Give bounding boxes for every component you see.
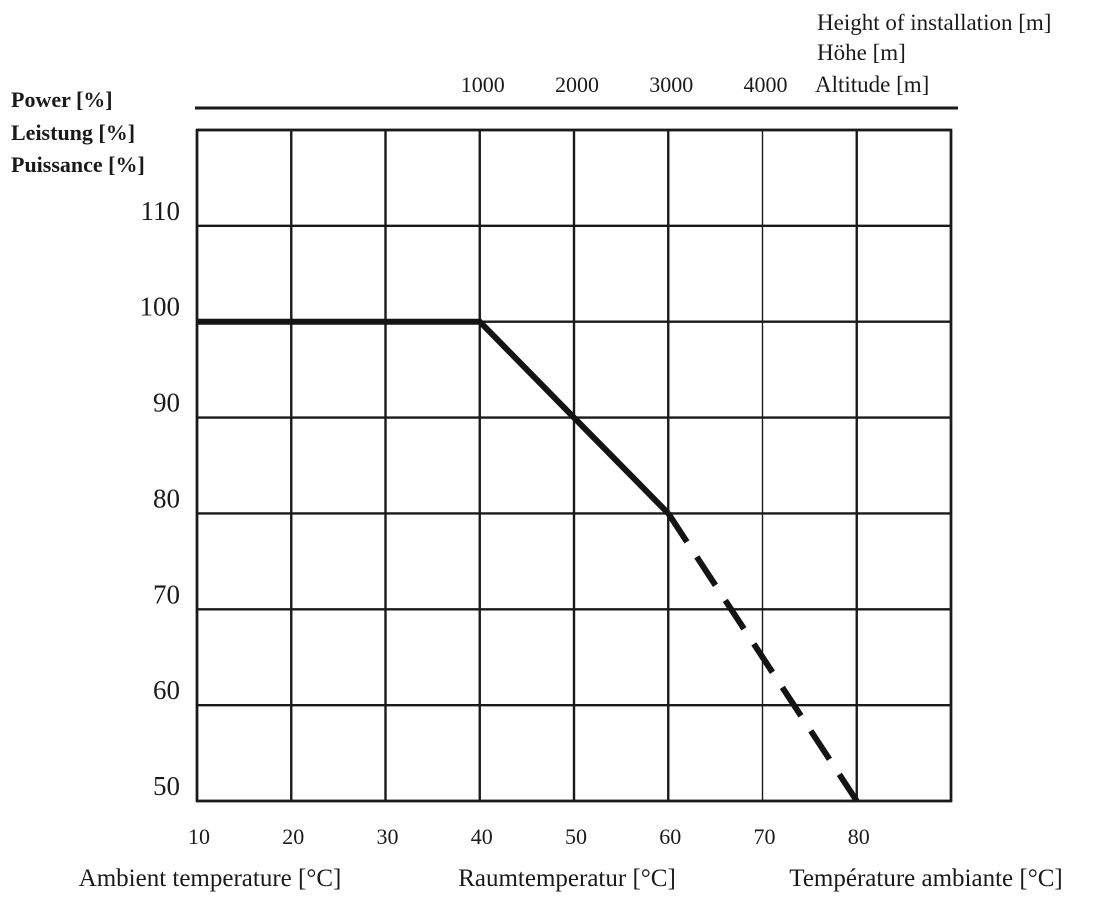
labels: 50 60 70 80 90 100 110 10 20 30 40 50 60 70 80 1000 2000…: [11, 10, 1063, 892]
altitude-tick-label: 3000: [649, 72, 693, 97]
y-tick-label: 100: [140, 292, 181, 322]
x-tick-label: 20: [282, 824, 304, 849]
x-axis-title: Température ambiante [°C]: [789, 865, 1062, 892]
x-tick-label: 60: [659, 824, 681, 849]
y-axis-title: Leistung [%]: [11, 120, 135, 145]
altitude-tick-label: 1000: [461, 72, 505, 97]
x-tick-label: 70: [754, 824, 776, 849]
y-tick-label: 90: [153, 388, 180, 418]
altitude-tick-label: 2000: [555, 72, 599, 97]
x-tick-label: 40: [471, 824, 493, 849]
x-tick-label: 30: [377, 824, 399, 849]
x-tick-label: 50: [565, 824, 587, 849]
y-tick-label: 110: [141, 196, 181, 226]
altitude-axis-title: Height of installation [m]: [817, 10, 1051, 35]
altitude-tick-label: 4000: [744, 72, 788, 97]
x-tick-label: 10: [188, 824, 210, 849]
plot-frame: [195, 128, 953, 803]
y-axis-title: Power [%]: [11, 87, 113, 112]
y-tick-label: 70: [153, 579, 180, 609]
altitude-axis-title: Höhe [m]: [817, 40, 906, 65]
series-layer: [197, 318, 860, 803]
x-tick-label: 80: [848, 824, 870, 849]
y-axis-title: Puissance [%]: [11, 152, 145, 177]
grid: [195, 128, 953, 803]
y-tick-label: 50: [153, 771, 180, 801]
y-tick-label: 80: [153, 483, 180, 513]
altitude-axis-title: Altitude [m]: [815, 72, 929, 97]
y-tick-label: 60: [153, 675, 180, 705]
x-axis-title: Ambient temperature [°C]: [79, 865, 342, 892]
x-axis-title: Raumtemperatur [°C]: [458, 865, 676, 892]
series-line-solid: [197, 318, 671, 516]
axes: [195, 106, 958, 803]
series-line-dashed: [665, 511, 860, 803]
